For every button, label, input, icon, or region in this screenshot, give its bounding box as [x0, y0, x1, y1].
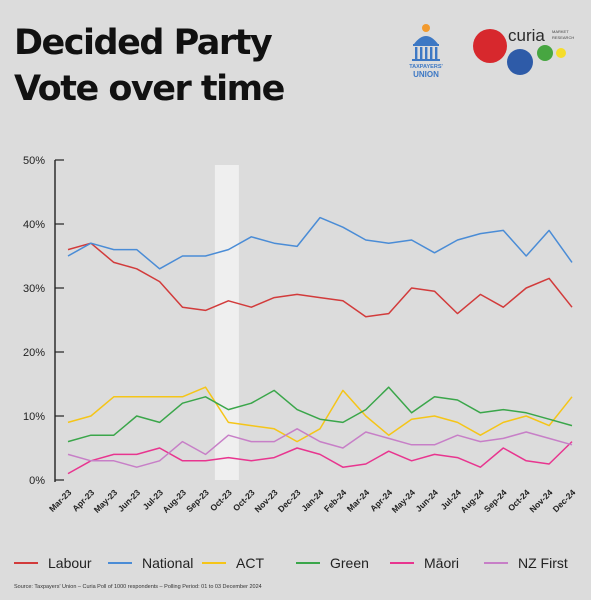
tu-logo-line1: TAXPAYERS'	[409, 64, 443, 70]
series-line-act	[67, 386, 573, 443]
x-tick-label: Dec-23	[276, 487, 303, 514]
curia-logo: curia MARKET RESEARCH	[473, 26, 574, 75]
legend-swatch	[296, 562, 320, 564]
x-tick-label: Nov-23	[252, 487, 279, 514]
x-tick-label: Nov-24	[527, 487, 554, 514]
legend-label: Labour	[48, 555, 92, 571]
x-tick-label: Sep-23	[184, 487, 211, 514]
x-tick-label: Sep-24	[482, 487, 509, 514]
x-tick-label: Jan-24	[299, 487, 325, 513]
legend-label: Green	[330, 555, 369, 571]
legend-swatch	[484, 562, 508, 564]
curia-tag-2: RESEARCH	[552, 35, 574, 40]
legend-label: National	[142, 555, 194, 571]
legend-item-m-ori: Māori	[390, 552, 459, 574]
title-line-2: Vote over time	[14, 69, 285, 109]
legend-item-green: Green	[296, 552, 369, 574]
series-line-green	[67, 386, 573, 443]
curia-tag-1: MARKET	[552, 29, 569, 34]
x-tick-label: Aug-24	[458, 487, 486, 515]
x-tick-label: Aug-23	[161, 487, 189, 515]
legend-item-act: ACT	[202, 552, 264, 574]
legend-item-labour: Labour	[14, 552, 92, 574]
x-tick-label: Feb-24	[322, 487, 349, 514]
legend-label: NZ First	[518, 555, 568, 571]
title-line-1: Decided Party	[14, 23, 273, 63]
tu-logo-line2: UNION	[413, 70, 439, 79]
chart-legend: Labour National ACT Green Māori NZ First	[14, 552, 578, 574]
x-tick-label: Oct-23	[208, 487, 234, 513]
series-line-national	[67, 216, 573, 270]
y-tick-label: 40%	[23, 219, 45, 231]
x-tick-label: Jun-23	[116, 487, 143, 514]
legend-item-national: National	[108, 552, 193, 574]
x-tick-label: May-23	[92, 487, 120, 515]
x-tick-label: Dec-24	[551, 487, 578, 514]
y-tick-label: 10%	[23, 411, 45, 423]
y-tick-label: 0%	[29, 475, 45, 487]
y-tick-label: 30%	[23, 283, 45, 295]
series-line-nz-first	[67, 428, 573, 468]
legend-label: Māori	[424, 555, 460, 571]
legend-label: ACT	[236, 555, 264, 571]
taxpayers-union-logo: TAXPAYERS' UNION	[409, 24, 443, 79]
chart-title: Decided Party Vote over time	[14, 20, 285, 112]
legend-swatch	[202, 562, 226, 564]
legend-swatch	[14, 562, 38, 564]
series-line-m-ori	[67, 441, 573, 475]
x-tick-label: Jun-24	[414, 487, 441, 514]
source-note: Source: Taxpayers' Union – Curia Poll of…	[14, 584, 262, 590]
legend-swatch	[108, 562, 132, 564]
highlight-band	[214, 165, 239, 480]
y-tick-label: 50%	[23, 155, 45, 167]
y-tick-label: 20%	[23, 347, 45, 359]
curia-name: curia	[508, 26, 545, 45]
series-line-labour	[67, 242, 573, 318]
legend-item-nz-first: NZ First	[484, 552, 568, 574]
x-tick-label: Mar-24	[345, 487, 372, 514]
x-tick-label: Mar-23	[47, 487, 74, 514]
legend-swatch	[390, 562, 414, 564]
x-tick-label: May-24	[390, 487, 418, 515]
